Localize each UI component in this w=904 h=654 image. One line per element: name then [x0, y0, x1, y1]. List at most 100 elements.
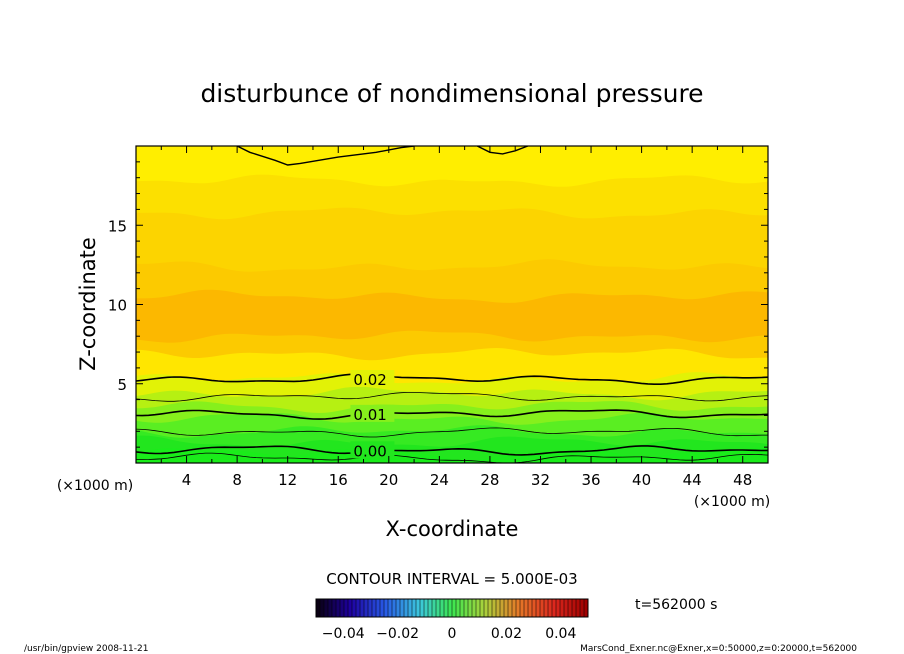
colorbar — [315, 598, 589, 618]
colorbar-cell — [564, 599, 568, 617]
colorbar-cell — [356, 599, 360, 617]
colorbar-cell — [404, 599, 408, 617]
x-tick-label: 16 — [329, 471, 348, 489]
colorbar-cell — [516, 599, 520, 617]
colorbar-cell — [456, 599, 460, 617]
contour-label-bg — [350, 369, 395, 387]
y-axis-ticks: 5 10 15 — [108, 161, 768, 448]
colorbar-cell — [540, 599, 544, 617]
colorbar-cell — [368, 599, 372, 617]
colorbar-cell — [420, 599, 424, 617]
x-tick-label: 8 — [232, 471, 242, 489]
x-tick-label: 20 — [379, 471, 398, 489]
chart-title: disturbunce of nondimensional pressure — [200, 79, 703, 108]
colorbar-cell — [436, 599, 440, 617]
footer-left: /usr/bin/gpview 2008-11-21 — [24, 644, 148, 654]
x-tick-label: 36 — [581, 471, 600, 489]
colorbar-cell — [432, 599, 436, 617]
colorbar-cell — [552, 599, 556, 617]
y-tick-label: 5 — [117, 376, 127, 394]
colorbar-tick-label: −0.02 — [376, 626, 419, 642]
colorbar-cell — [328, 599, 332, 617]
colorbar-cell — [544, 599, 548, 617]
colorbar-cell — [556, 599, 560, 617]
colorbar-cell — [472, 599, 476, 617]
colorbar-cell — [488, 599, 492, 617]
contour-line — [136, 445, 768, 456]
colorbar-cell — [344, 599, 348, 617]
colorbar-cell — [380, 599, 384, 617]
colorbar-cell — [424, 599, 428, 617]
colorbar-cell — [468, 599, 472, 617]
contour-line-top — [476, 146, 529, 155]
colorbar-cell — [464, 599, 468, 617]
x-tick-label: 40 — [632, 471, 651, 489]
colorbar-cell — [400, 599, 404, 617]
colorbar-cell — [524, 599, 528, 617]
colorbar-cell — [520, 599, 524, 617]
colorbar-tick-labels: −0.04 −0.02 0 0.02 0.04 — [322, 626, 577, 642]
colorbar-cell — [448, 599, 452, 617]
y-axis-label: Z-coordinate — [76, 237, 100, 371]
colorbar-tick-label: 0 — [448, 626, 457, 642]
colorbar-cell — [532, 599, 536, 617]
colorbar-cell — [476, 599, 480, 617]
colorbar-cell — [408, 599, 412, 617]
colorbar-cell — [412, 599, 416, 617]
contour-lines — [136, 146, 768, 463]
colorbar-cell — [584, 599, 588, 617]
colorbar-cell — [460, 599, 464, 617]
colorbar-cell — [536, 599, 540, 617]
x-tick-label: 44 — [683, 471, 702, 489]
colorbar-cell — [324, 599, 328, 617]
contour-label: 0.00 — [353, 442, 386, 460]
colorbar-cell — [484, 599, 488, 617]
colorbar-cell — [364, 599, 368, 617]
colorbar-cell — [352, 599, 356, 617]
contour-label: 0.02 — [353, 371, 386, 389]
colorbar-cell — [580, 599, 584, 617]
y-tick-label: 15 — [108, 217, 127, 235]
colorbar-cell — [576, 599, 580, 617]
x-tick-label: 12 — [278, 471, 297, 489]
x-unit-right: (×1000 m) — [694, 494, 770, 510]
x-tick-label: 32 — [531, 471, 550, 489]
colorbar-cell — [372, 599, 376, 617]
colorbar-cell — [572, 599, 576, 617]
colorbar-cell — [452, 599, 456, 617]
x-axis-ticks: 4 8 12 16 20 24 28 32 36 40 44 48 — [160, 146, 752, 489]
footer-right: MarsCond_Exner.nc@Exner,x=0:50000,z=0:20… — [580, 644, 857, 654]
contour-line — [136, 409, 768, 420]
x-unit-left: (×1000 m) — [57, 478, 133, 494]
x-axis-label: X-coordinate — [386, 517, 519, 541]
contour-labels: 0.02 0.01 0.00 — [350, 369, 395, 460]
colorbar-tick-label: −0.04 — [322, 626, 365, 642]
contour-line-minor — [136, 452, 768, 463]
colorbar-cell — [360, 599, 364, 617]
x-tick-label: 4 — [182, 471, 192, 489]
y-tick-label: 10 — [108, 297, 127, 315]
colorbar-cell — [384, 599, 388, 617]
colorbar-cell — [332, 599, 336, 617]
colorbar-cell — [504, 599, 508, 617]
x-tick-label: 24 — [430, 471, 449, 489]
colorbar-cell — [388, 599, 392, 617]
colorbar-frame — [315, 598, 589, 618]
colorbar-cell — [500, 599, 504, 617]
colorbar-cell — [528, 599, 532, 617]
contour-line-top — [236, 146, 415, 166]
colorbar-cell — [416, 599, 420, 617]
contour-band — [136, 447, 768, 463]
contour-label-bg — [350, 404, 395, 422]
contour-line-minor — [136, 427, 768, 438]
colorbar-cell — [376, 599, 380, 617]
contour-interval-text: CONTOUR INTERVAL = 5.000E-03 — [326, 570, 577, 588]
time-label: t=562000 s — [635, 597, 717, 613]
x-tick-label: 48 — [733, 471, 752, 489]
colorbar-tick-label: 0.02 — [491, 626, 522, 642]
colorbar-cell — [496, 599, 500, 617]
colorbar-cell — [340, 599, 344, 617]
colorbar-cell — [428, 599, 432, 617]
colorbar-cell — [348, 599, 352, 617]
